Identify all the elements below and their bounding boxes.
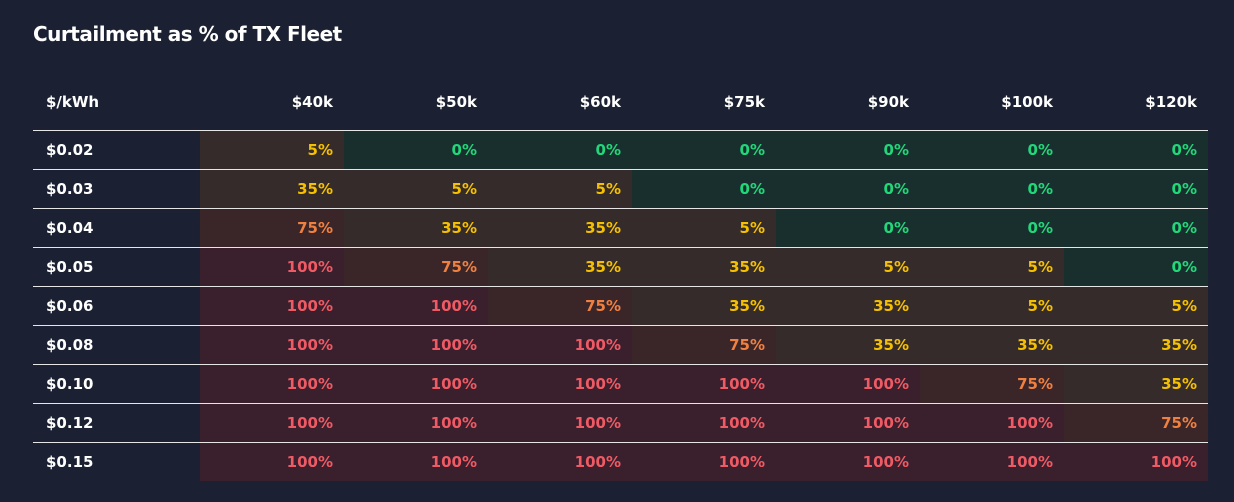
heatmap-cell: 5% <box>776 247 920 287</box>
heatmap-cell: 0% <box>488 130 632 170</box>
heatmap-cell: 0% <box>632 130 776 170</box>
table-row: $0.10 100% 100% 100% 100% 100% 75% 35% <box>33 364 1208 404</box>
column-header: $120k <box>1064 74 1208 131</box>
table-row: $0.06 100% 100% 75% 35% 35% 5% 5% <box>33 286 1208 326</box>
heatmap-cell: 5% <box>920 286 1064 326</box>
heatmap-cell: 100% <box>200 325 344 365</box>
row-label: $0.10 <box>33 364 200 404</box>
heatmap-cell: 35% <box>1064 364 1208 404</box>
heatmap-cell: 75% <box>1064 403 1208 443</box>
heatmap-cell: 100% <box>488 403 632 443</box>
table-row: $0.08 100% 100% 100% 75% 35% 35% 35% <box>33 325 1208 365</box>
column-header: $75k <box>632 74 776 131</box>
heatmap-cell: 0% <box>1064 130 1208 170</box>
heatmap-cell: 100% <box>344 442 488 481</box>
heatmap-cell: 35% <box>200 169 344 209</box>
heatmap-cell: 100% <box>488 325 632 365</box>
table-row: $0.12 100% 100% 100% 100% 100% 100% 75% <box>33 403 1208 443</box>
heatmap-cell: 5% <box>632 208 776 248</box>
row-label: $0.03 <box>33 169 200 209</box>
table-row: $0.02 5% 0% 0% 0% 0% 0% 0% <box>33 130 1208 170</box>
heatmap-cell: 100% <box>200 286 344 326</box>
heatmap-cell: 100% <box>200 364 344 404</box>
heatmap-cell: 100% <box>488 442 632 481</box>
heatmap-cell: 0% <box>776 208 920 248</box>
heatmap-cell: 75% <box>344 247 488 287</box>
heatmap-cell: 100% <box>776 442 920 481</box>
heatmap-cell: 35% <box>488 208 632 248</box>
heatmap-cell: 0% <box>776 130 920 170</box>
row-label: $0.05 <box>33 247 200 287</box>
heatmap-cell: 100% <box>200 247 344 287</box>
heatmap-cell: 75% <box>488 286 632 326</box>
table-row: $0.15 100% 100% 100% 100% 100% 100% 100% <box>33 442 1208 481</box>
heatmap-cell: 0% <box>920 169 1064 209</box>
page-title: Curtailment as % of TX Fleet <box>33 22 342 46</box>
curtailment-table: $/kWh $40k $50k $60k $75k $90k $100k $120k $0.… <box>33 74 1208 481</box>
heatmap-cell: 100% <box>200 442 344 481</box>
column-header: $100k <box>920 74 1064 131</box>
heatmap-cell: 100% <box>632 364 776 404</box>
heatmap-cell: 35% <box>776 325 920 365</box>
row-label: $0.04 <box>33 208 200 248</box>
heatmap-cell: 35% <box>920 325 1064 365</box>
heatmap-cell: 5% <box>344 169 488 209</box>
heatmap-cell: 75% <box>200 208 344 248</box>
heatmap-cell: 0% <box>1064 169 1208 209</box>
heatmap-cell: 75% <box>632 325 776 365</box>
row-label: $0.15 <box>46 453 94 471</box>
heatmap-cell: 100% <box>920 442 1064 481</box>
heatmap-cell: 100% <box>776 364 920 404</box>
heatmap-cell: 5% <box>1064 286 1208 326</box>
heatmap-cell: 100% <box>344 286 488 326</box>
heatmap-cell: 0% <box>920 130 1064 170</box>
row-label: $0.02 <box>33 130 200 170</box>
table-row: $0.03 35% 5% 5% 0% 0% 0% 0% <box>33 169 1208 209</box>
heatmap-cell: 5% <box>200 130 344 170</box>
corner-header: $/kWh <box>33 74 200 131</box>
heatmap-cell: 35% <box>488 247 632 287</box>
header-row: $/kWh $40k $50k $60k $75k $90k $100k $120k <box>33 74 1208 131</box>
row-label: $0.12 <box>33 403 200 443</box>
heatmap-cell: 100% <box>344 364 488 404</box>
heatmap-cell: 35% <box>632 286 776 326</box>
heatmap-cell: 0% <box>776 169 920 209</box>
heatmap-cell: 100% <box>632 442 776 481</box>
column-header: $90k <box>776 74 920 131</box>
heatmap-cell: 75% <box>920 364 1064 404</box>
row-label: $0.08 <box>33 325 200 365</box>
heatmap-cell: 100% <box>200 403 344 443</box>
heatmap-cell: 0% <box>632 169 776 209</box>
heatmap-cell: 35% <box>776 286 920 326</box>
heatmap-cell: 5% <box>920 247 1064 287</box>
heatmap-cell: 100% <box>488 364 632 404</box>
table-row: $0.04 75% 35% 35% 5% 0% 0% 0% <box>33 208 1208 248</box>
heatmap-cell: 100% <box>344 403 488 443</box>
column-header: $50k <box>344 74 488 131</box>
heatmap-cell: 0% <box>920 208 1064 248</box>
heatmap-cell: 5% <box>488 169 632 209</box>
row-label: $0.06 <box>33 286 200 326</box>
heatmap-cell: 100% <box>920 403 1064 443</box>
heatmap-cell: 0% <box>344 130 488 170</box>
table-row: $0.05 100% 75% 35% 35% 5% 5% 0% <box>33 247 1208 287</box>
heatmap-cell: 35% <box>1064 325 1208 365</box>
column-header: $60k <box>488 74 632 131</box>
heatmap-cell: 0% <box>1064 247 1208 287</box>
column-header: $40k <box>200 74 344 131</box>
heatmap-cell: 0% <box>1064 208 1208 248</box>
heatmap-cell: 35% <box>632 247 776 287</box>
heatmap-cell: 100% <box>344 325 488 365</box>
heatmap-cell: 100% <box>776 403 920 443</box>
heatmap-cell: 100% <box>632 403 776 443</box>
heatmap-cell: 35% <box>344 208 488 248</box>
heatmap-cell: 100% <box>1064 442 1208 481</box>
